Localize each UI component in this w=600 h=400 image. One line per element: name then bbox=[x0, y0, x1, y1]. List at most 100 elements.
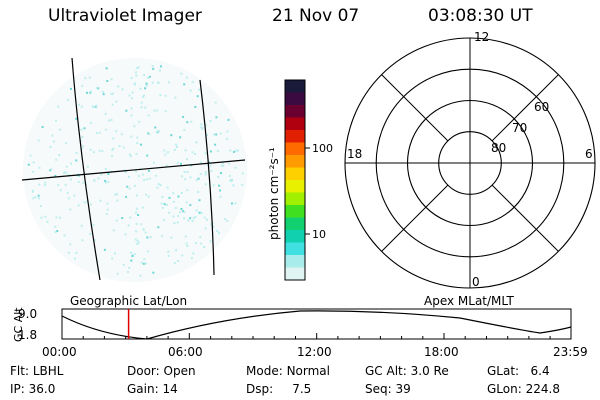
lon-line-east bbox=[199, 79, 215, 276]
uv-speck bbox=[105, 213, 108, 215]
uv-speck bbox=[81, 84, 84, 87]
uv-speck bbox=[158, 130, 161, 133]
uv-speck bbox=[137, 241, 140, 244]
uv-speck bbox=[140, 101, 143, 104]
uv-speck bbox=[115, 130, 118, 133]
uv-speck bbox=[101, 91, 104, 93]
uv-speck bbox=[156, 131, 159, 134]
uv-speck bbox=[69, 243, 72, 246]
uv-speck bbox=[32, 170, 35, 173]
uv-speck bbox=[111, 257, 114, 260]
uv-speck bbox=[145, 84, 148, 87]
uv-speck bbox=[57, 184, 60, 187]
uv-speck bbox=[55, 158, 58, 161]
mlt-label-0: 0 bbox=[472, 275, 480, 289]
uv-speck bbox=[44, 215, 47, 218]
uv-speck bbox=[176, 221, 179, 224]
uv-speck bbox=[196, 95, 199, 98]
uv-speck bbox=[214, 101, 217, 104]
uv-speck bbox=[106, 202, 109, 205]
uv-speck bbox=[121, 88, 124, 91]
uv-speck bbox=[241, 183, 244, 186]
uv-speck bbox=[38, 183, 41, 186]
geographic-grid-label: Geographic Lat/Lon bbox=[70, 294, 188, 308]
uv-speck bbox=[186, 189, 189, 192]
uv-speck bbox=[59, 189, 62, 192]
uv-speck bbox=[153, 109, 156, 112]
uv-speck bbox=[134, 238, 137, 241]
uv-speck bbox=[133, 125, 136, 128]
uv-speck bbox=[112, 229, 115, 232]
uv-speck bbox=[159, 184, 162, 187]
lat-label-80: 80 bbox=[491, 141, 506, 155]
uv-speck bbox=[176, 146, 178, 148]
uv-speck bbox=[185, 201, 188, 204]
uv-speck bbox=[102, 93, 105, 96]
uv-speck bbox=[80, 128, 83, 131]
uv-speck bbox=[94, 105, 97, 108]
uv-speck bbox=[229, 179, 232, 182]
uv-speck bbox=[29, 154, 32, 157]
uv-speck bbox=[143, 258, 146, 261]
uv-speck bbox=[168, 211, 171, 214]
uv-speck bbox=[195, 209, 198, 212]
colorbar-band bbox=[285, 192, 305, 206]
uv-speck bbox=[207, 161, 210, 164]
altitude-chart: GC Alt 9.0 1.8 bbox=[12, 307, 572, 342]
uv-speck bbox=[159, 69, 161, 72]
uv-speck bbox=[161, 234, 164, 237]
uv-speck bbox=[137, 66, 140, 69]
uv-speck bbox=[141, 95, 144, 98]
uv-speck bbox=[179, 136, 182, 139]
uv-speck bbox=[122, 263, 125, 266]
uv-speck bbox=[139, 87, 142, 90]
uv-speck bbox=[151, 81, 154, 84]
uv-speck bbox=[156, 109, 159, 112]
uv-speck bbox=[137, 175, 140, 178]
uv-speck bbox=[164, 94, 167, 97]
uv-speck bbox=[222, 164, 225, 167]
uv-speck bbox=[133, 253, 136, 256]
uv-speck bbox=[204, 227, 207, 230]
uv-speck bbox=[83, 201, 86, 204]
uv-speck bbox=[125, 109, 128, 112]
uv-speck bbox=[204, 171, 207, 173]
uv-speck bbox=[130, 251, 133, 254]
uv-speck bbox=[130, 114, 133, 117]
uv-speck bbox=[215, 116, 218, 119]
uv-speck bbox=[103, 248, 106, 251]
uv-speck bbox=[112, 137, 115, 140]
polar-diagonal bbox=[381, 184, 449, 252]
uv-speck bbox=[163, 203, 166, 206]
uv-speck bbox=[77, 204, 80, 207]
uv-speck bbox=[173, 148, 176, 151]
uv-speck bbox=[152, 67, 155, 70]
uv-speck bbox=[206, 163, 209, 166]
uv-speck bbox=[174, 96, 177, 99]
uv-speck bbox=[75, 117, 78, 120]
uv-speck bbox=[127, 271, 129, 273]
uv-speck bbox=[182, 115, 185, 118]
uv-speck bbox=[209, 120, 212, 122]
uv-speck bbox=[189, 176, 192, 179]
uv-speck bbox=[104, 168, 107, 170]
uv-speck bbox=[131, 254, 134, 257]
uv-speck bbox=[184, 235, 187, 238]
uv-speck bbox=[163, 219, 166, 222]
uv-speck bbox=[65, 165, 68, 168]
uv-speck bbox=[144, 231, 147, 234]
uv-speck bbox=[58, 154, 61, 157]
uv-speck bbox=[212, 225, 215, 228]
uv-speck bbox=[110, 119, 113, 122]
uv-speck bbox=[83, 127, 86, 130]
uv-speck bbox=[130, 77, 133, 79]
alt-chart-ylabel: GC Alt bbox=[12, 307, 25, 342]
uv-speck bbox=[89, 148, 92, 151]
uv-speck bbox=[67, 197, 70, 200]
uv-speck bbox=[69, 178, 72, 181]
uv-speck bbox=[50, 168, 53, 171]
alt-ytick-low: 1.8 bbox=[18, 328, 37, 342]
uv-speck bbox=[175, 143, 178, 146]
uv-speck bbox=[170, 236, 173, 239]
x-tick-0: 00:00 bbox=[42, 345, 77, 359]
